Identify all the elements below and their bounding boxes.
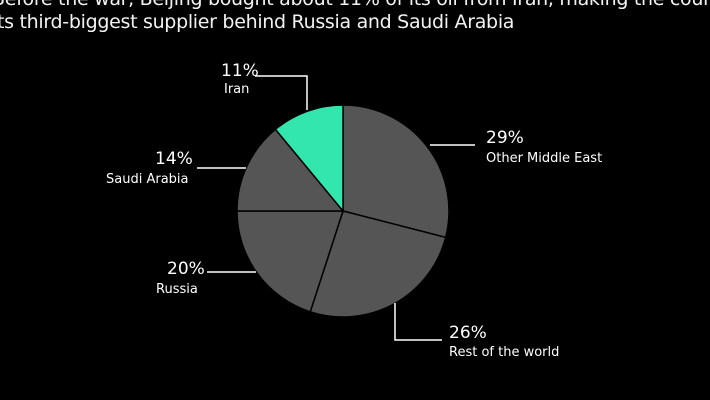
subtitle-line-1: Before the war, Beijing bought about 11%…	[0, 0, 710, 10]
label-russia: Russia	[156, 282, 198, 297]
subtitle-line-2: its third-biggest supplier behind Russia…	[0, 11, 515, 33]
pct-iran: 11%	[221, 61, 259, 81]
pie-slice-iran	[274, 104, 344, 214]
pct-russia: 20%	[167, 259, 205, 279]
pct-other-middle-east: 29%	[486, 128, 524, 148]
label-iran: Iran	[224, 82, 249, 97]
pct-rest-of-world: 26%	[449, 323, 487, 343]
pie-slice-russia	[236, 210, 345, 313]
leader-iran	[255, 75, 308, 110]
label-saudi-arabia: Saudi Arabia	[106, 172, 189, 187]
leader-rest-of-world	[394, 303, 442, 341]
pie-slice-rest-of-the-world	[309, 210, 447, 318]
label-rest-of-world: Rest of the world	[449, 345, 559, 360]
pct-saudi-arabia: 14%	[155, 149, 193, 169]
pie-slice-other-middle-east	[342, 104, 450, 239]
pie-slice-saudi-arabia	[236, 128, 345, 212]
label-other-middle-east: Other Middle East	[486, 151, 602, 166]
